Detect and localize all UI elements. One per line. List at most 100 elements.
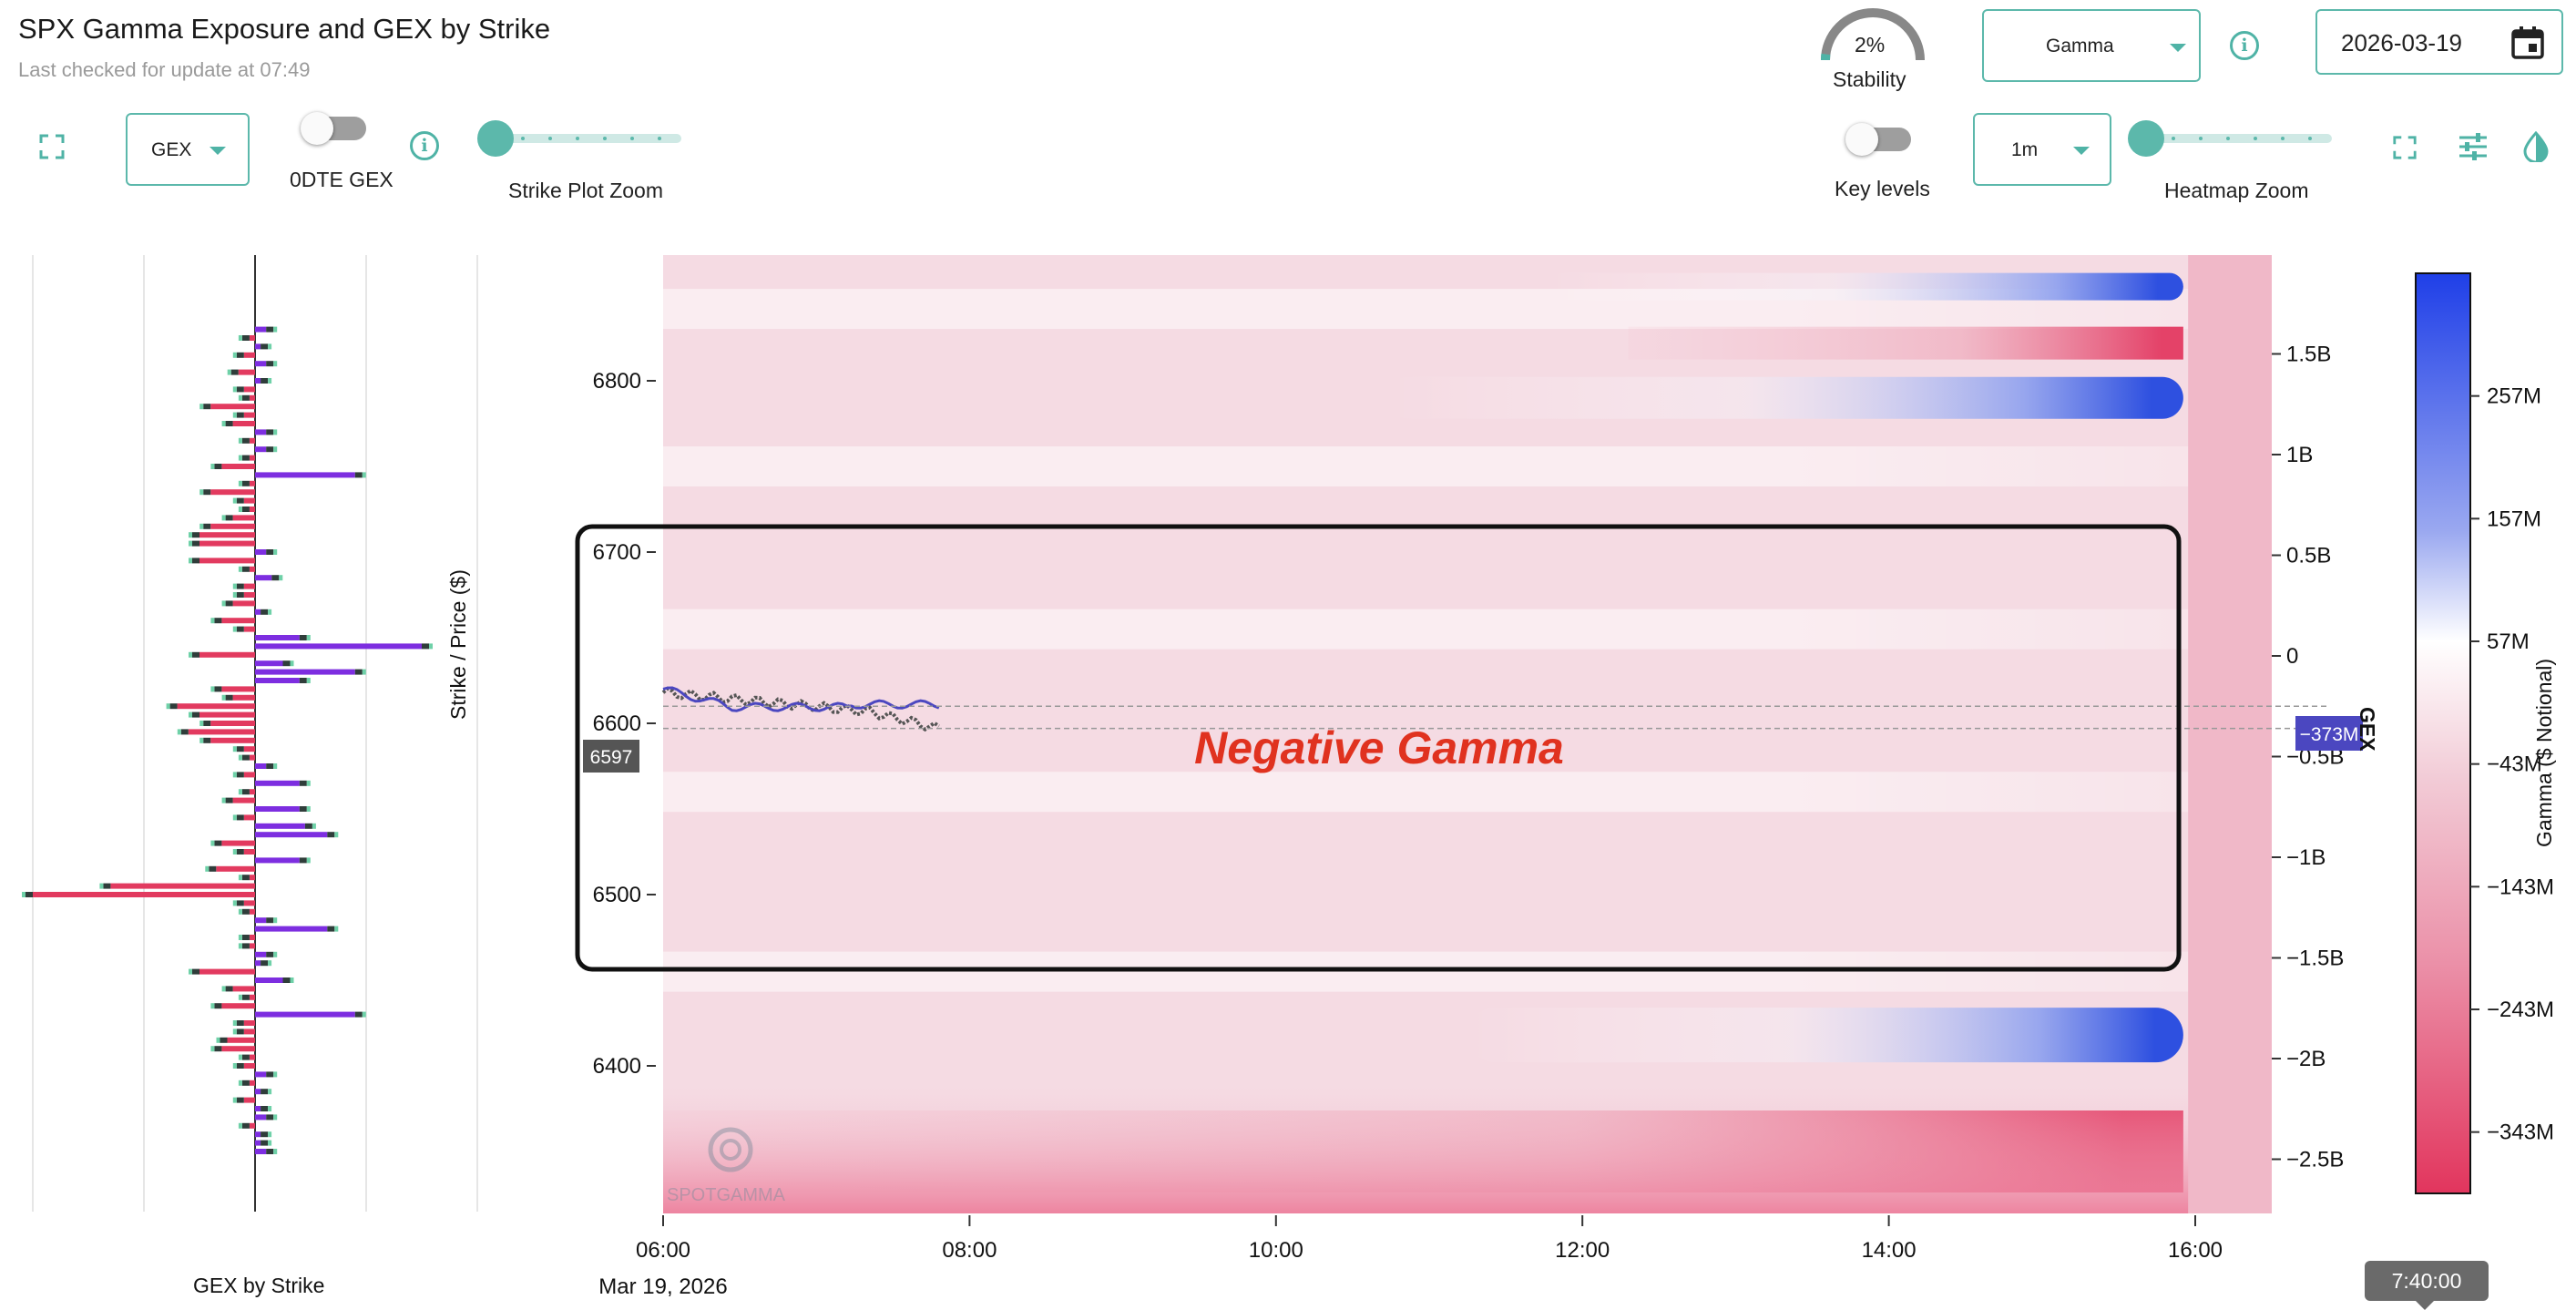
strike-bar-tip — [238, 789, 242, 795]
strike-bar — [255, 1149, 267, 1154]
date-picker[interactable]: 2026-03-19 — [2315, 9, 2563, 75]
heatmap-zoom-slider[interactable] — [2128, 118, 2334, 159]
contrast-icon[interactable] — [2521, 130, 2550, 164]
strike-bar-tip — [232, 352, 237, 358]
heatmap-zoom-knob[interactable] — [2128, 120, 2164, 157]
interval-select[interactable]: 1m — [1973, 113, 2111, 186]
strike-expand-icon[interactable] — [38, 133, 66, 160]
gex-tick-label: 0 — [2286, 644, 2298, 669]
strike-bar-cap — [203, 489, 211, 496]
strike-bar-cap — [241, 754, 250, 761]
heatmap-expand-icon[interactable] — [2392, 135, 2418, 160]
strike-bar — [199, 558, 255, 564]
strike-bar-cap — [299, 678, 307, 683]
strike-bar — [249, 1080, 255, 1086]
strike-bar-cap — [230, 369, 239, 375]
heatmap-band — [663, 446, 2272, 486]
strike-bar-tip — [306, 806, 311, 812]
strike-bar-cap — [209, 865, 217, 872]
strike-bar — [243, 412, 255, 418]
strike-bar — [255, 780, 300, 786]
strike-bar-cap — [261, 378, 269, 384]
strike-bar — [255, 1071, 267, 1078]
key-levels-toggle[interactable] — [1845, 123, 1918, 160]
heatmap-ytick-label: 6600 — [593, 711, 641, 736]
strike-bar — [255, 660, 283, 667]
strike-bar-cap — [299, 857, 307, 864]
strike-zoom-knob[interactable] — [477, 120, 514, 157]
strike-bar — [249, 935, 255, 940]
strike-bar — [255, 678, 300, 683]
strike-bar-cap — [266, 361, 274, 367]
strike-bar-tip — [362, 1011, 366, 1018]
heatmap-ytick-label: 6500 — [593, 883, 641, 907]
strike-bar-tip — [268, 1140, 272, 1146]
strike-bar-cap — [225, 797, 233, 803]
heatmap-zoom-label: Heatmap Zoom — [2164, 179, 2309, 202]
strike-bar — [255, 635, 300, 640]
gex-tick-label: 1B — [2286, 443, 2313, 467]
colorbar-tick-label: 157M — [2487, 507, 2541, 531]
strike-bar-tip — [189, 540, 192, 547]
strike-bar — [255, 823, 305, 829]
negative-gamma-box — [575, 524, 2182, 972]
strike-bar-tip — [312, 823, 316, 829]
strike-bar-tip — [232, 1020, 237, 1026]
strike-bar-tip — [273, 446, 278, 453]
odte-toggle[interactable] — [301, 112, 373, 149]
strike-bar — [238, 369, 255, 375]
strike-bar-cap — [180, 729, 189, 735]
interval-select-value: 1m — [2011, 139, 2039, 160]
odte-label: 0DTE GEX — [290, 168, 394, 191]
strike-bar-cap — [304, 823, 312, 829]
gex-tick-label: −1B — [2286, 845, 2326, 870]
strike-bar-cap — [266, 1149, 274, 1154]
strike-bar-cap — [299, 780, 307, 786]
gex-axis-label: GEX — [2356, 707, 2379, 752]
strike-bar-tip — [290, 660, 294, 667]
strike-bar — [243, 746, 255, 752]
strike-bar-cap — [236, 626, 244, 632]
strike-bar-cap — [282, 660, 291, 667]
calendar-icon[interactable] — [2510, 26, 2545, 65]
strike-bar-tip — [238, 754, 242, 761]
chevron-down-icon — [210, 147, 226, 155]
strike-bar-cap — [26, 892, 33, 897]
strike-bar-tip — [268, 378, 272, 384]
heatmap-ytick-label: 6400 — [593, 1054, 641, 1079]
strike-bar — [232, 797, 255, 803]
strike-bar-tip — [232, 386, 237, 393]
gex-select[interactable]: GEX — [126, 113, 250, 186]
strike-bar — [243, 772, 255, 778]
strike-bar-tip — [189, 711, 192, 718]
price-trace-secondary — [661, 686, 940, 732]
strike-bar-cap — [266, 446, 274, 453]
strike-bar-cap — [261, 1131, 269, 1138]
strike-bar-cap — [236, 583, 244, 589]
strike-bar-cap — [354, 669, 363, 675]
heatmap-negative-band — [1628, 326, 2183, 360]
gex-tick-label: −2B — [2286, 1047, 2326, 1071]
strike-bar-cap — [241, 480, 250, 486]
strike-bar-cap — [354, 472, 363, 478]
strike-bar — [255, 977, 283, 983]
strike-bar-tip — [268, 343, 272, 350]
strike-bar — [255, 917, 267, 924]
strike-bar-tip — [238, 908, 242, 915]
info-icon[interactable]: i — [410, 131, 439, 160]
metric-select[interactable]: Gamma — [1982, 9, 2201, 82]
strike-bar-cap — [241, 789, 250, 795]
strike-bar-tip — [273, 1071, 278, 1078]
strike-bar-tip — [232, 592, 237, 598]
strike-bar-tip — [306, 857, 311, 864]
strike-bar — [199, 532, 255, 538]
sliders-icon[interactable] — [2458, 131, 2489, 162]
strike-zoom-slider[interactable] — [477, 118, 683, 159]
strike-chart-xlabel: GEX by Strike — [193, 1274, 325, 1297]
info-icon[interactable]: i — [2230, 31, 2259, 60]
strike-bar-tip — [221, 986, 226, 992]
strike-bar — [199, 968, 255, 975]
strike-bar-tip — [238, 335, 242, 341]
strike-bar-cap — [236, 849, 244, 855]
strike-bar — [199, 651, 255, 658]
